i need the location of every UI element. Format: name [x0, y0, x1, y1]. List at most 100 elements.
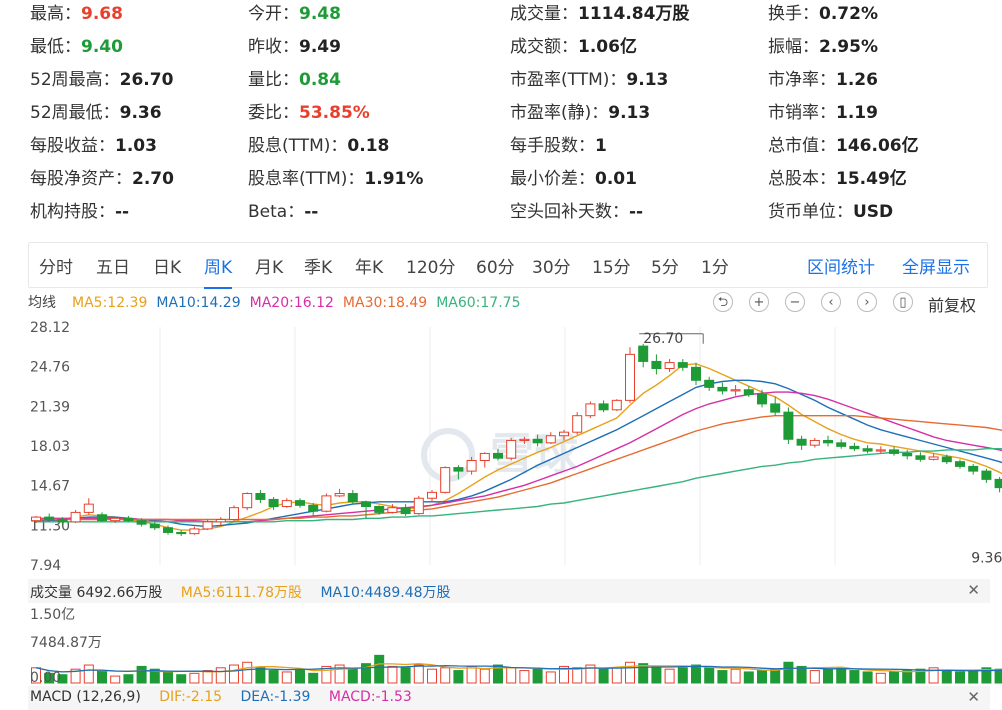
undo-icon[interactable]: ⮌ [713, 292, 733, 312]
candle-body [149, 523, 160, 529]
scroll-left-icon[interactable]: ‹ [821, 292, 841, 312]
candle-body [281, 500, 292, 508]
tab-6[interactable]: 年K [355, 258, 384, 278]
quote-label: 总市值： [768, 136, 836, 156]
tab-7[interactable]: 120分 [406, 258, 456, 278]
quote-value: 9.13 [626, 70, 669, 90]
tab-2[interactable]: 日K [153, 258, 182, 278]
quote-item: 振幅：2.95% [768, 36, 878, 58]
ma-item: MA20:16.12 [249, 295, 334, 311]
volume-bar [717, 670, 728, 684]
quote-label: 52周最低： [30, 103, 120, 123]
volume-bar [638, 663, 649, 684]
ma-item: MA5:12.39 [72, 295, 148, 311]
volume-bar [532, 668, 543, 684]
candle-body [677, 362, 688, 368]
candle-body [479, 452, 490, 462]
volume-bar [902, 670, 913, 684]
tab-0[interactable]: 分时 [39, 258, 73, 278]
candle-body [968, 465, 979, 472]
tab-5[interactable]: 季K [304, 258, 333, 278]
volume-bar [651, 665, 662, 684]
volume-tick-label: 1.50亿 [30, 607, 75, 623]
quote-item: 昨收：9.49 [248, 36, 341, 58]
quote-value: 15.49亿 [836, 169, 907, 189]
volume-ma10: MA10:4489.48万股 [320, 585, 451, 601]
quote-value: 26.70 [119, 70, 174, 90]
volume-bar [664, 668, 675, 684]
volume-bar [928, 667, 939, 684]
close-volume-icon[interactable]: ✕ [967, 581, 980, 599]
tab-1[interactable]: 五日 [96, 258, 130, 278]
ma-legend: 均线 MA5:12.39 MA10:14.29 MA20:16.12 MA30:18.4… [28, 292, 529, 312]
candle-body [44, 516, 55, 520]
candle-body [334, 493, 345, 497]
volume-tick-label: 7484.87万 [30, 635, 102, 651]
quote-value: USD [853, 202, 894, 222]
candle-body [176, 531, 187, 535]
zoom-in-icon[interactable]: + [749, 292, 769, 312]
quote-value: 9.48 [299, 4, 341, 24]
candle-body [163, 527, 173, 533]
volume-bar [730, 668, 741, 684]
tab-11[interactable]: 5分 [651, 258, 679, 278]
candle-body [809, 439, 820, 446]
fullscreen-link[interactable]: 全屏显示 [902, 258, 970, 278]
quote-item: 空头回补天数：-- [510, 201, 643, 223]
volume-bar [189, 672, 200, 684]
candle-body [559, 431, 569, 437]
tab-8[interactable]: 60分 [476, 258, 515, 278]
watermark-logo: 雪球 [490, 429, 579, 480]
quote-item: 总股本：15.49亿 [768, 168, 907, 190]
quote-label: 成交量： [510, 4, 578, 24]
volume-bar [334, 664, 345, 684]
volume-bar [308, 672, 319, 684]
close-macd-icon[interactable]: ✕ [967, 688, 980, 706]
quote-item: 市盈率(TTM)：9.13 [510, 69, 668, 91]
ma-item: MA60:17.75 [436, 295, 521, 311]
volume-bar [374, 654, 385, 684]
zoom-out-icon[interactable]: − [785, 292, 805, 312]
quote-value: 9.49 [299, 37, 341, 57]
candle-body [110, 517, 121, 522]
quote-label: Beta： [248, 202, 305, 222]
quote-value: 0.18 [347, 136, 390, 156]
candle-body [730, 389, 741, 392]
volume-bar [57, 674, 68, 684]
candle-body [625, 353, 635, 401]
quote-label: 空头回补天数： [510, 202, 629, 222]
range-stats-link[interactable]: 区间统计 [807, 258, 875, 278]
volume-bar [453, 670, 464, 684]
candle-type-icon[interactable]: ▯ [893, 292, 913, 312]
quote-item: 每股收益：1.03 [30, 135, 157, 157]
macd-header: MACD (12,26,9) DIF:-2.15 DEA:-1.39 MACD:… [28, 686, 990, 710]
tab-12[interactable]: 1分 [701, 258, 729, 278]
quote-value: 9.68 [81, 4, 123, 24]
quote-label: 市盈率(静)： [510, 103, 609, 123]
scroll-right-icon[interactable]: › [857, 292, 877, 312]
candlestick-chart[interactable]: 28.1224.7621.3918.0314.6711.307.94雪球26.7… [0, 312, 1002, 578]
y-tick-label: 14.67 [30, 479, 70, 495]
quote-value: 1.91% [364, 169, 424, 189]
quote-label: 货币单位： [768, 202, 853, 222]
quote-value: 1.19 [836, 103, 878, 123]
tab-4[interactable]: 月K [255, 258, 284, 278]
volume-bar [229, 664, 239, 684]
tab-10[interactable]: 15分 [592, 258, 631, 278]
quote-value: 0.01 [595, 169, 637, 189]
volume-bar [875, 672, 886, 684]
candle-body [875, 449, 886, 452]
volume-bar [281, 671, 292, 684]
quote-item: 换手：0.72% [768, 3, 878, 25]
quote-value: 53.85% [299, 103, 370, 123]
tab-3[interactable]: 周K [204, 253, 233, 289]
candle-body [242, 493, 253, 509]
volume-bar [809, 670, 820, 684]
y-tick-label: 28.12 [30, 320, 70, 336]
quote-value: 1 [595, 136, 607, 156]
volume-bar [268, 670, 279, 684]
adjust-mode-label[interactable]: 前复权 [928, 296, 977, 315]
volume-chart[interactable]: 1.50亿 7484.87万 0.00 [0, 603, 1002, 685]
candle-body [519, 438, 530, 441]
tab-9[interactable]: 30分 [532, 258, 571, 278]
